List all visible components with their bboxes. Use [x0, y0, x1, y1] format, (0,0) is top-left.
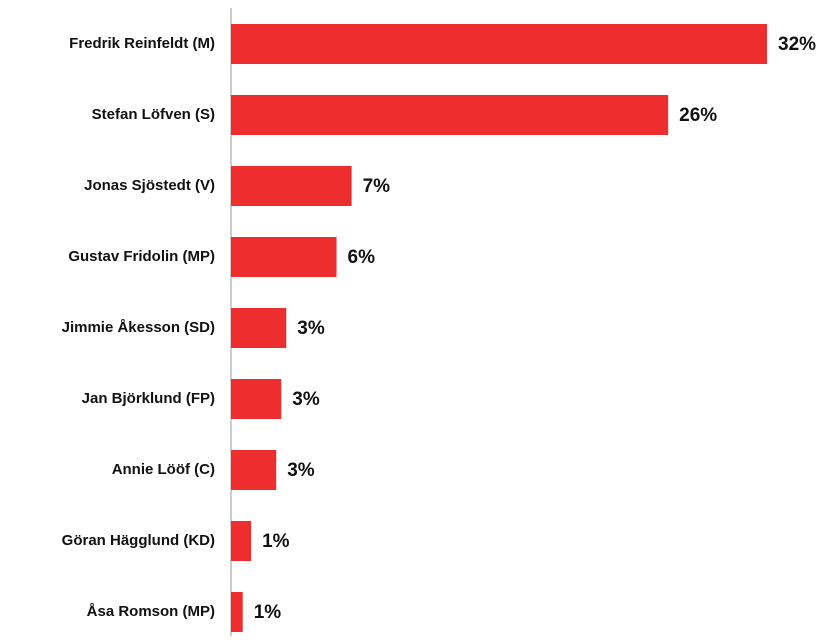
value-label: 1%: [262, 531, 290, 552]
value-label: 26%: [679, 105, 717, 126]
bar: [231, 592, 243, 632]
category-label: Stefan Löfven (S): [92, 106, 215, 123]
value-label: 3%: [292, 389, 320, 410]
value-label: 1%: [254, 602, 282, 623]
bar: [231, 450, 277, 490]
category-label: Jan Björklund (FP): [82, 390, 215, 407]
bar: [231, 521, 252, 561]
value-label: 6%: [348, 247, 376, 268]
category-label: Jonas Sjöstedt (V): [84, 177, 215, 194]
category-label: Jimmie Åkesson (SD): [62, 319, 215, 336]
bar: [231, 379, 282, 419]
category-label: Åsa Romson (MP): [87, 603, 215, 620]
value-label: 32%: [778, 34, 816, 55]
value-label: 3%: [297, 318, 325, 339]
value-label: 7%: [363, 176, 391, 197]
bar: [231, 166, 352, 206]
bar: [231, 95, 669, 135]
category-label: Göran Hägglund (KD): [62, 532, 215, 549]
bar: [231, 308, 287, 348]
bar: [231, 24, 767, 64]
bar: [231, 237, 337, 277]
category-label: Fredrik Reinfeldt (M): [69, 35, 215, 52]
value-label: 3%: [287, 460, 315, 481]
category-label: Annie Lööf (C): [112, 461, 215, 478]
category-label: Gustav Fridolin (MP): [68, 248, 215, 265]
